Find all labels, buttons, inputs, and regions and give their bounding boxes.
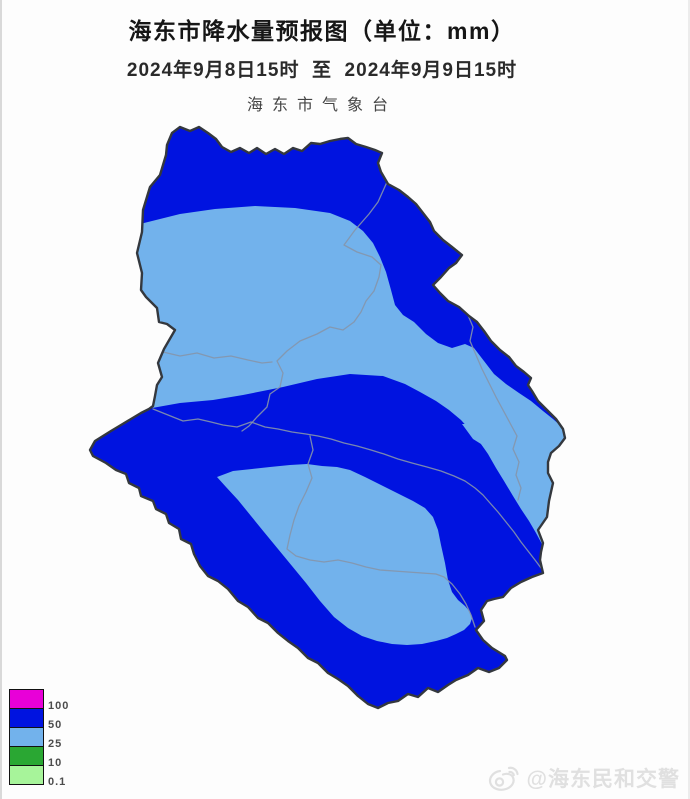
legend-value: 0.1 (48, 776, 67, 788)
legend-swatch (10, 728, 43, 747)
watermark: @海东民和交警 (487, 763, 680, 793)
left-edge-shadow (0, 0, 2, 799)
watermark-text: @海东民和交警 (526, 768, 680, 791)
legend-color-column (9, 689, 44, 785)
issuing-agency: 海东市气象台 (246, 97, 397, 114)
header: 海东市降水量预报图（单位：mm） 2024年9月8日15时 至 2024年9月9… (0, 0, 644, 115)
legend-value: 25 (48, 738, 63, 750)
forecast-period: 2024年9月8日15时 至 2024年9月9日15时 (126, 60, 518, 81)
legend-swatch (10, 747, 43, 766)
weibo-icon (488, 766, 519, 791)
legend-value: 50 (48, 719, 63, 731)
page-title: 海东市降水量预报图（单位：mm） (128, 18, 516, 44)
legend-value: 10 (48, 757, 63, 769)
legend-value: 100 (48, 700, 70, 712)
legend-swatch (10, 709, 43, 728)
legend-swatch (10, 690, 43, 709)
legend-swatch (10, 766, 43, 784)
right-edge-shadow (688, 0, 690, 799)
